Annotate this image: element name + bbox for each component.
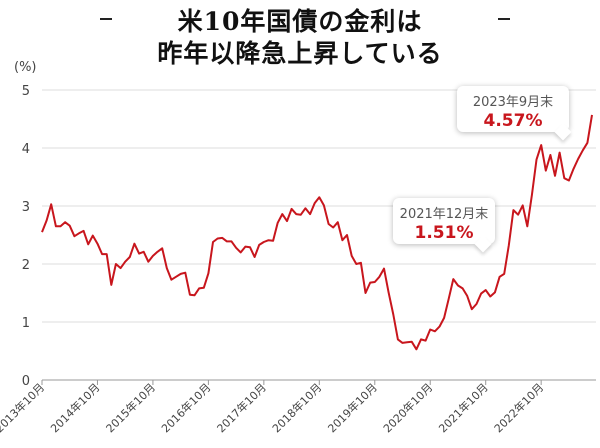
x-tick-label: 2018年10月 [269, 380, 324, 435]
callout-value: 4.57% [483, 111, 543, 131]
x-axis: 2013年10月 2014年10月 2015年10月 2016年10月 2017年10月… [0, 380, 546, 435]
chart-title-line-1: 米10年国債の金利は [177, 7, 423, 36]
x-tick-label: 2021年10月 [436, 380, 491, 435]
x-tick-label: 2016年10月 [158, 380, 213, 435]
x-tick-label: 2015年10月 [103, 380, 158, 435]
y-tick-label: 4 [22, 142, 30, 157]
y-tick-label: 5 [22, 84, 30, 99]
gridlines [42, 89, 596, 381]
x-tick-label: 2019年10月 [325, 380, 380, 435]
y-tick-label: 2 [22, 258, 30, 273]
callout-date: 2021年12月末 [399, 207, 489, 222]
x-tick-label: 2020年10月 [380, 380, 435, 435]
y-tick-label: 3 [22, 200, 30, 215]
title-decoration-right [498, 18, 510, 20]
y-axis-unit-label: (%) [14, 60, 37, 75]
series-line-us10y [41, 114, 593, 351]
y-tick-label: 1 [22, 316, 30, 331]
callout-date: 2023年9月末 [472, 95, 554, 110]
series-layer [41, 114, 593, 351]
callout-2021-12: 2021年12月末 1.51% [393, 198, 495, 253]
y-tick-label: 0 [22, 374, 30, 389]
x-tick-label: 2014年10月 [47, 380, 102, 435]
x-tick-label: 2022年10月 [491, 380, 546, 435]
chart-title-line-2: 昨年以降急上昇している [157, 39, 443, 68]
callout-2023-09: 2023年9月末 4.57% [457, 86, 572, 141]
y-axis-ticks: 0 1 2 3 4 5 [22, 84, 30, 389]
title-decoration-left [100, 18, 112, 20]
callout-value: 1.51% [414, 223, 474, 243]
x-tick-label: 2017年10月 [214, 380, 269, 435]
